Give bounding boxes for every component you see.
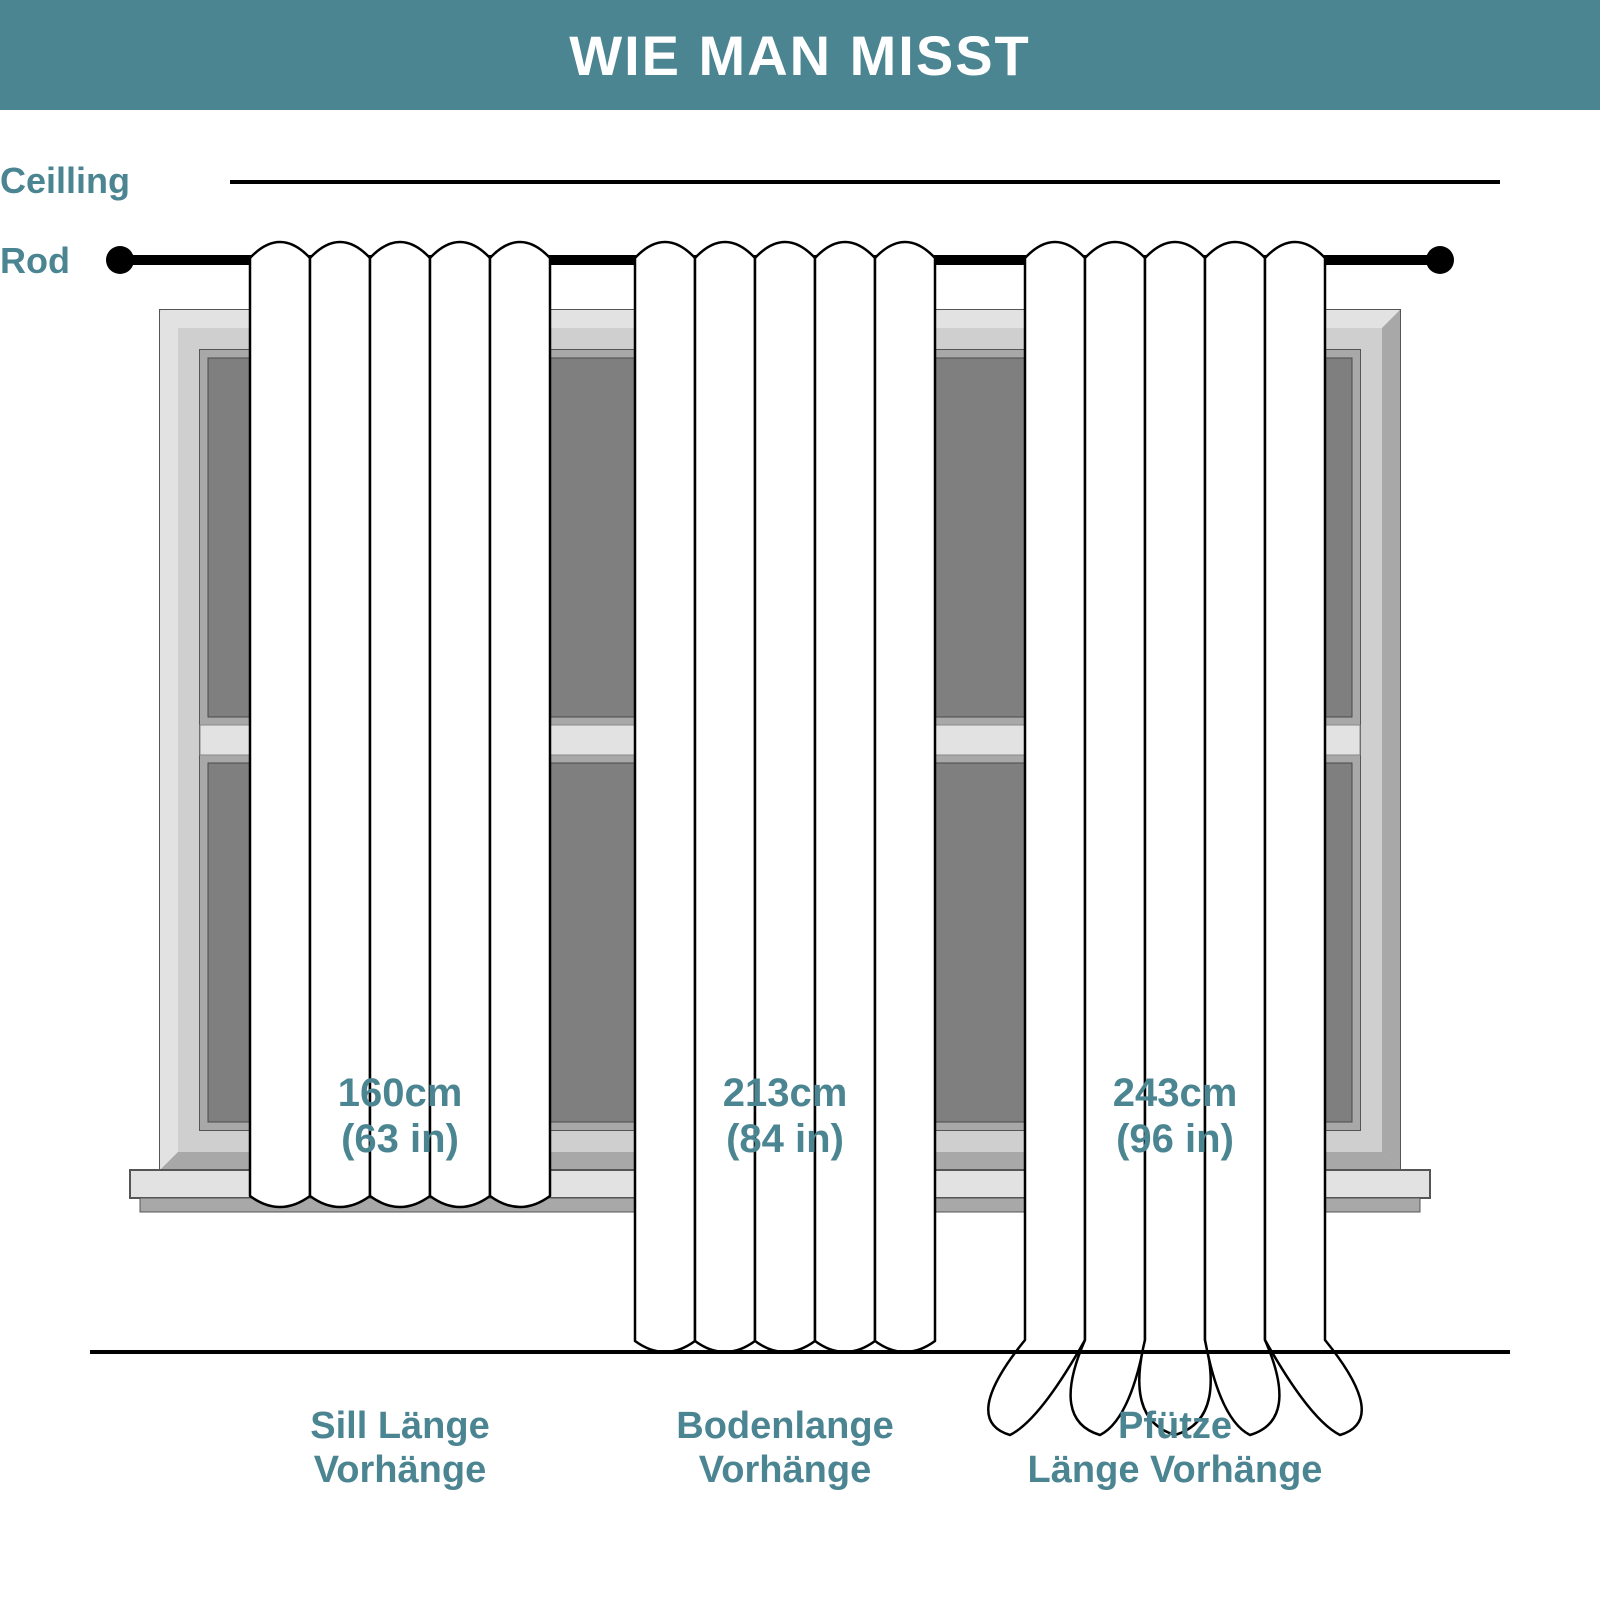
measurement-sill-cm: 160cm bbox=[250, 1070, 550, 1116]
diagram-area: Ceilling Rod 160cm (63 in) 213cm (84 in)… bbox=[0, 110, 1600, 1600]
measurement-puddle-in: (96 in) bbox=[1025, 1116, 1325, 1162]
caption-sill-line2: Vorhänge bbox=[314, 1449, 486, 1491]
header-bar: WIE MAN MISST bbox=[0, 0, 1600, 110]
caption-sill-line1: Sill Länge bbox=[310, 1405, 489, 1447]
page-title: WIE MAN MISST bbox=[569, 23, 1031, 88]
measurement-floor-in: (84 in) bbox=[635, 1116, 935, 1162]
measurement-puddle: 243cm (96 in) bbox=[1025, 1070, 1325, 1162]
measurement-sill: 160cm (63 in) bbox=[250, 1070, 550, 1162]
measurement-floor-cm: 213cm bbox=[635, 1070, 935, 1116]
caption-floor: Bodenlange Vorhänge bbox=[595, 1405, 975, 1492]
caption-floor-line2: Vorhänge bbox=[699, 1449, 871, 1491]
caption-puddle: Pfütze Länge Vorhänge bbox=[985, 1405, 1365, 1492]
floor-line bbox=[90, 1350, 1510, 1354]
measurement-sill-in: (63 in) bbox=[250, 1116, 550, 1162]
caption-floor-line1: Bodenlange bbox=[676, 1405, 893, 1447]
caption-puddle-line1: Pfütze bbox=[1118, 1405, 1232, 1447]
window-and-curtains bbox=[0, 110, 1600, 1440]
caption-puddle-line2: Länge Vorhänge bbox=[1028, 1449, 1323, 1491]
caption-sill: Sill Länge Vorhänge bbox=[210, 1405, 590, 1492]
measurement-puddle-cm: 243cm bbox=[1025, 1070, 1325, 1116]
measurement-floor: 213cm (84 in) bbox=[635, 1070, 935, 1162]
